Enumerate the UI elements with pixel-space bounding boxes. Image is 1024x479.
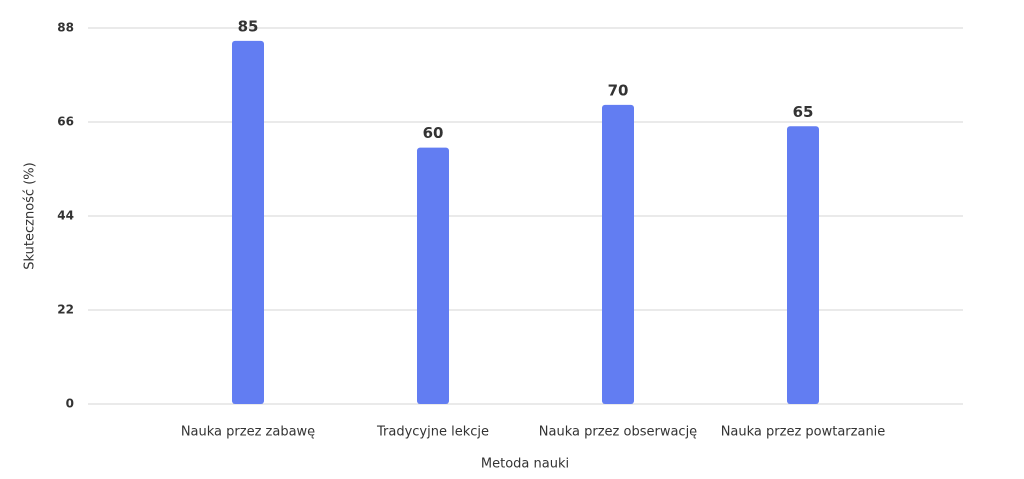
x-tick-label: Tradycyjne lekcje	[376, 425, 489, 440]
bar	[417, 147, 449, 405]
y-tick-label: 66	[57, 115, 74, 129]
y-axis-label: Skuteczność (%)	[23, 162, 38, 269]
value-label: 65	[793, 103, 814, 121]
x-tick-label: Nauka przez obserwację	[539, 425, 697, 440]
value-label: 60	[423, 124, 444, 142]
value-label: 85	[238, 17, 259, 35]
x-tick-label: Nauka przez zabawę	[181, 425, 315, 440]
bar	[787, 126, 819, 404]
y-tick-label: 44	[57, 209, 74, 223]
y-tick-label: 0	[66, 397, 74, 411]
y-tick-label: 22	[57, 303, 74, 317]
y-tick-label: 88	[57, 21, 74, 35]
x-tick-label: Nauka przez powtarzanie	[721, 425, 886, 440]
value-label: 70	[608, 81, 629, 99]
bar	[232, 40, 264, 405]
bar	[602, 104, 634, 404]
x-axis-label: Metoda nauki	[481, 457, 569, 472]
